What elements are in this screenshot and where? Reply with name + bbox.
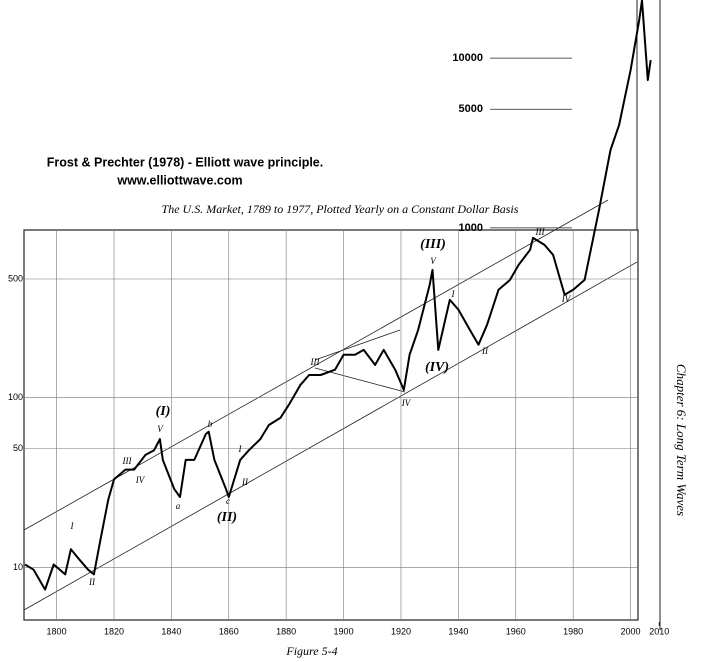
x-tick-label: 1880 — [276, 626, 296, 636]
wave-label: II — [88, 577, 96, 587]
x-tick-label: 1860 — [219, 626, 239, 636]
chart-title: Frost & Prechter (1978) - Elliott wave p… — [47, 155, 323, 169]
wave-label: I — [451, 289, 456, 299]
wave-label: I — [70, 521, 75, 531]
x-tick-label: 2010 — [649, 626, 669, 636]
y-tick-label: 500 — [8, 273, 23, 283]
caption: Figure 5-4 — [285, 644, 337, 658]
y-tick-label: 10000 — [452, 52, 483, 64]
wave-label: III — [122, 456, 133, 466]
x-tick-label: 1980 — [563, 626, 583, 636]
x-tick-label: 1940 — [448, 626, 468, 636]
wave-label: III — [535, 227, 546, 237]
wave-label: (IV) — [425, 360, 449, 375]
wave-label: (III) — [420, 237, 446, 252]
wave-label: a — [176, 501, 181, 511]
chart-subtitle: www.elliottwave.com — [116, 173, 242, 187]
wave-label: V — [157, 424, 164, 434]
y-tick-label: 50 — [13, 443, 23, 453]
wave-label: II — [241, 477, 249, 487]
y-tick-label: 1000 — [459, 222, 483, 234]
wave-label: I — [238, 444, 243, 454]
x-tick-label: 1960 — [506, 626, 526, 636]
side-label: Chapter 6: Long Term Waves — [674, 364, 689, 516]
wave-label: c — [226, 496, 230, 506]
x-tick-label: 2000 — [621, 626, 641, 636]
triangle-line — [314, 329, 401, 361]
x-tick-label: 1900 — [334, 626, 354, 636]
wave-label: IV — [401, 398, 412, 408]
channel-line — [23, 199, 609, 531]
y-tick-label: 100 — [8, 392, 23, 402]
wave-label: b — [208, 419, 213, 429]
plot-title: The U.S. Market, 1789 to 1977, Plotted Y… — [162, 202, 519, 216]
wave-label: (I) — [156, 404, 171, 419]
x-tick-label: 1820 — [104, 626, 124, 636]
x-tick-label: 1920 — [391, 626, 411, 636]
wave-label: (II) — [217, 510, 237, 525]
wave-label: IV — [561, 294, 572, 304]
data-line — [24, 0, 652, 591]
plot-frame — [23, 229, 639, 621]
channel-line — [23, 261, 638, 611]
wave-label: V — [430, 256, 437, 266]
wave-label: IV — [135, 475, 146, 485]
y-tick-label: 10 — [13, 562, 23, 572]
wave-label: II — [481, 346, 489, 356]
y-tick-label: 5000 — [459, 103, 483, 115]
wave-label: III — [310, 357, 321, 367]
x-tick-label: 1800 — [47, 626, 67, 636]
x-tick-label: 1840 — [161, 626, 181, 636]
